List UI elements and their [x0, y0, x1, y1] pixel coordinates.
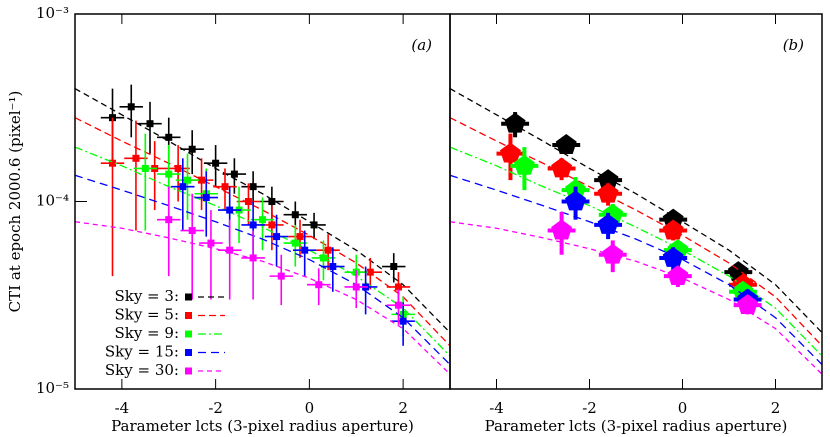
point	[174, 164, 182, 172]
point	[310, 221, 318, 229]
point	[329, 263, 337, 271]
point	[390, 263, 398, 271]
point	[296, 233, 304, 241]
point	[399, 317, 407, 325]
x-tick-label: 0	[305, 399, 315, 417]
legend-label: Sky = 15:	[105, 343, 179, 361]
point	[291, 211, 299, 219]
point	[324, 246, 332, 254]
x-axis-label: Parameter lcts (3-pixel radius aperture)	[111, 417, 414, 435]
point	[146, 120, 154, 128]
point	[141, 164, 149, 172]
x-tick-label: -2	[582, 399, 597, 417]
y-tick-label: 10⁻⁵	[36, 379, 69, 397]
legend-label: Sky = 9:	[114, 324, 179, 342]
x-tick-label: -4	[115, 399, 130, 417]
point	[315, 281, 323, 289]
point	[662, 219, 684, 240]
point	[198, 176, 206, 184]
legend-marker	[185, 293, 192, 301]
point	[667, 265, 689, 286]
legend-marker	[185, 367, 192, 375]
point	[179, 183, 187, 191]
point	[291, 239, 299, 247]
point	[212, 159, 220, 167]
point	[132, 154, 140, 162]
point	[268, 198, 276, 205]
point	[504, 112, 526, 133]
point	[249, 183, 257, 191]
point	[207, 239, 215, 247]
y-axis-label: CTI at epoch 2000.6 (pixel⁻¹)	[6, 91, 24, 313]
point	[249, 254, 257, 262]
y-tick-label: 10⁻⁴	[36, 192, 69, 210]
point	[268, 221, 276, 229]
point	[319, 254, 327, 262]
point	[184, 176, 191, 184]
point	[188, 227, 196, 235]
point	[230, 170, 238, 178]
point	[202, 194, 210, 202]
point	[513, 154, 535, 175]
point	[249, 221, 257, 229]
x-tick-label: -4	[489, 399, 504, 417]
point	[277, 272, 285, 280]
point	[301, 246, 309, 254]
point	[565, 190, 587, 211]
x-axis-label: Parameter lcts (3-pixel radius aperture)	[485, 417, 788, 435]
point	[221, 183, 229, 191]
point	[737, 294, 759, 315]
point	[165, 170, 173, 178]
point	[226, 246, 234, 254]
point	[551, 219, 573, 240]
legend-marker	[185, 312, 192, 319]
plot-area	[75, 84, 450, 375]
x-tick-label: 2	[771, 399, 781, 417]
point	[127, 103, 135, 111]
point	[597, 213, 619, 234]
legend-marker	[185, 349, 192, 356]
point	[188, 145, 196, 153]
panel-label: (b)	[783, 36, 804, 54]
model-line	[75, 88, 450, 334]
legend-label: Sky = 5:	[114, 306, 179, 324]
x-tick-label: 0	[678, 399, 688, 417]
model-line	[450, 221, 822, 375]
point	[259, 216, 266, 224]
legend-marker	[185, 330, 192, 338]
legend-label: Sky = 30:	[105, 361, 179, 379]
point	[597, 182, 619, 203]
point	[165, 133, 173, 141]
point	[394, 283, 402, 291]
point	[244, 198, 252, 205]
model-line	[450, 146, 822, 357]
model-line	[450, 174, 822, 366]
point	[394, 301, 402, 309]
point	[165, 216, 173, 224]
point	[273, 233, 281, 241]
point	[662, 246, 684, 267]
point	[499, 142, 521, 163]
point	[366, 268, 374, 276]
model-line	[75, 221, 450, 375]
x-tick-label: -2	[208, 399, 223, 417]
point	[555, 134, 577, 154]
point	[602, 243, 624, 264]
point	[226, 206, 234, 214]
point	[597, 169, 619, 190]
point	[551, 157, 573, 178]
model-line	[75, 174, 450, 366]
plot-area	[450, 88, 822, 375]
panel-frame	[449, 13, 823, 390]
panel-label: (a)	[411, 36, 432, 54]
y-tick-label: 10⁻³	[36, 4, 69, 22]
point	[352, 283, 360, 291]
legend-label: Sky = 3:	[114, 287, 179, 305]
point	[109, 159, 116, 167]
x-tick-label: 2	[398, 399, 408, 417]
